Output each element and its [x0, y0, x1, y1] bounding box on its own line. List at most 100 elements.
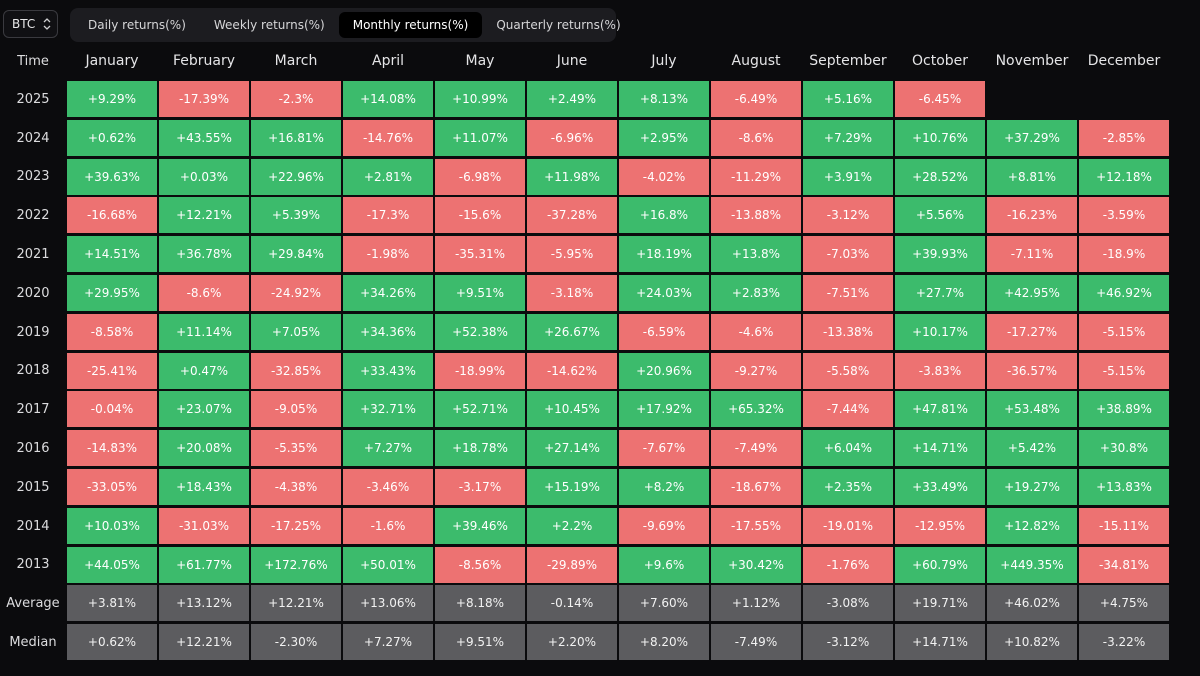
toolbar: BTC Daily returns(%) Weekly returns(%) M… [0, 0, 1200, 48]
return-cell: +0.47% [159, 352, 249, 389]
return-cell: -3.17% [435, 469, 525, 505]
return-cell: -5.35% [251, 430, 341, 467]
return-cell: -6.49% [711, 81, 801, 117]
year-label: 2016 [16, 441, 50, 457]
return-cell: -32.85% [251, 352, 341, 389]
return-cell: +20.08% [159, 430, 249, 467]
year-label: 2015 [16, 479, 50, 495]
return-cell: +0.03% [159, 158, 249, 195]
return-cell: +11.07% [435, 119, 525, 156]
return-cell: +38.89% [1079, 391, 1169, 428]
return-cell: +2.83% [711, 275, 801, 311]
return-cell: -9.69% [619, 507, 709, 544]
return-cell: -13.88% [711, 197, 801, 234]
return-cell: -17.25% [251, 507, 341, 544]
return-cell: -8.58% [67, 313, 157, 350]
tab-monthly-returns[interactable]: Monthly returns(%) [338, 12, 483, 38]
return-cell: +5.56% [895, 197, 985, 234]
return-cell: -18.99% [435, 352, 525, 389]
return-cell: +6.04% [803, 430, 893, 467]
return-cell: -34.81% [1079, 546, 1169, 583]
return-cell: +8.20% [619, 624, 709, 661]
stat-row-median: Median +0.62% +12.21% -2.30% +7.27% +9.51% +2.… [0, 623, 1170, 662]
year-row-2015: 2015 -33.05% +18.43% -4.38% -3.46% -3.17% +15.… [0, 468, 1170, 507]
return-cell: -4.02% [619, 158, 709, 195]
return-cell: +47.81% [895, 391, 985, 428]
year-label: 2022 [16, 208, 50, 224]
return-cell: +24.03% [619, 275, 709, 311]
return-cell: +46.02% [987, 585, 1077, 622]
return-cell: +14.71% [895, 430, 985, 467]
return-cell: -8.56% [435, 546, 525, 583]
return-cell: +8.81% [987, 158, 1077, 195]
return-cell: +7.27% [343, 624, 433, 661]
return-cell: -14.76% [343, 119, 433, 156]
return-cell: -16.23% [987, 197, 1077, 234]
year-label: 2019 [16, 324, 50, 340]
return-cell: +46.92% [1079, 275, 1169, 311]
return-cell: +9.6% [619, 546, 709, 583]
month-header-january: January [85, 53, 139, 69]
return-cell: +13.8% [711, 236, 801, 273]
return-cell: -2.30% [251, 624, 341, 661]
return-cell: -1.76% [803, 546, 893, 583]
stat-row-average: Average +3.81% +13.12% +12.21% +13.06% +8.18%… [0, 584, 1170, 623]
tab-weekly-returns[interactable]: Weekly returns(%) [213, 18, 325, 32]
return-cell: +18.78% [435, 430, 525, 467]
return-cell: +12.18% [1079, 158, 1169, 195]
year-row-2018: 2018 -25.41% +0.47% -32.85% +33.43% -18.99% -1… [0, 352, 1170, 391]
return-cell: -5.58% [803, 352, 893, 389]
return-cell: -9.05% [251, 391, 341, 428]
return-cell: +8.13% [619, 81, 709, 117]
tab-quarterly-returns[interactable]: Quarterly returns(%) [496, 18, 621, 32]
return-cell: +14.51% [67, 236, 157, 273]
return-cell: +30.42% [711, 546, 801, 583]
return-cell: +12.21% [159, 197, 249, 234]
return-cell: +7.29% [803, 119, 893, 156]
month-header-june: June [556, 53, 588, 69]
return-cell: -18.9% [1079, 236, 1169, 273]
return-cell: +17.92% [619, 391, 709, 428]
return-cell: +7.60% [619, 585, 709, 622]
month-header-february: February [172, 53, 236, 69]
year-label: 2020 [16, 285, 50, 301]
return-cell: -7.67% [619, 430, 709, 467]
empty-cell [1079, 81, 1169, 117]
month-header-december: December [1087, 53, 1161, 69]
return-cell: +32.71% [343, 391, 433, 428]
return-cell: -33.05% [67, 469, 157, 505]
return-cell: +39.63% [67, 158, 157, 195]
return-cell: -29.89% [527, 546, 617, 583]
return-cell: +8.18% [435, 585, 525, 622]
month-header-may: May [465, 53, 495, 69]
stat-label: Average [6, 596, 60, 612]
return-cell: -3.83% [895, 352, 985, 389]
return-cell: +449.35% [987, 546, 1077, 583]
return-cell: -5.15% [1079, 352, 1169, 389]
return-cell: +12.21% [159, 624, 249, 661]
return-cell: -37.28% [527, 197, 617, 234]
return-cell: +10.17% [895, 313, 985, 350]
return-cell: +9.51% [435, 624, 525, 661]
return-cell: +5.39% [251, 197, 341, 234]
return-cell: -1.98% [343, 236, 433, 273]
return-cell: +9.51% [435, 275, 525, 311]
month-header-november: November [995, 53, 1069, 69]
return-cell: -24.92% [251, 275, 341, 311]
return-cell: +13.83% [1079, 469, 1169, 505]
asset-select[interactable]: BTC [3, 10, 58, 38]
return-cell: +39.46% [435, 507, 525, 544]
return-cell: -6.96% [527, 119, 617, 156]
year-label: 2023 [16, 169, 50, 185]
year-row-2022: 2022 -16.68% +12.21% +5.39% -17.3% -15.6% -37.… [0, 196, 1170, 235]
return-cell: +3.81% [67, 585, 157, 622]
return-cell: -14.62% [527, 352, 617, 389]
return-cell: -8.6% [711, 119, 801, 156]
return-cell: +34.26% [343, 275, 433, 311]
return-cell: +0.62% [67, 119, 157, 156]
return-cell: +10.99% [435, 81, 525, 117]
tab-daily-returns[interactable]: Daily returns(%) [88, 18, 186, 32]
return-cell: -3.08% [803, 585, 893, 622]
return-cell: -4.38% [251, 469, 341, 505]
return-cell: +19.71% [895, 585, 985, 622]
